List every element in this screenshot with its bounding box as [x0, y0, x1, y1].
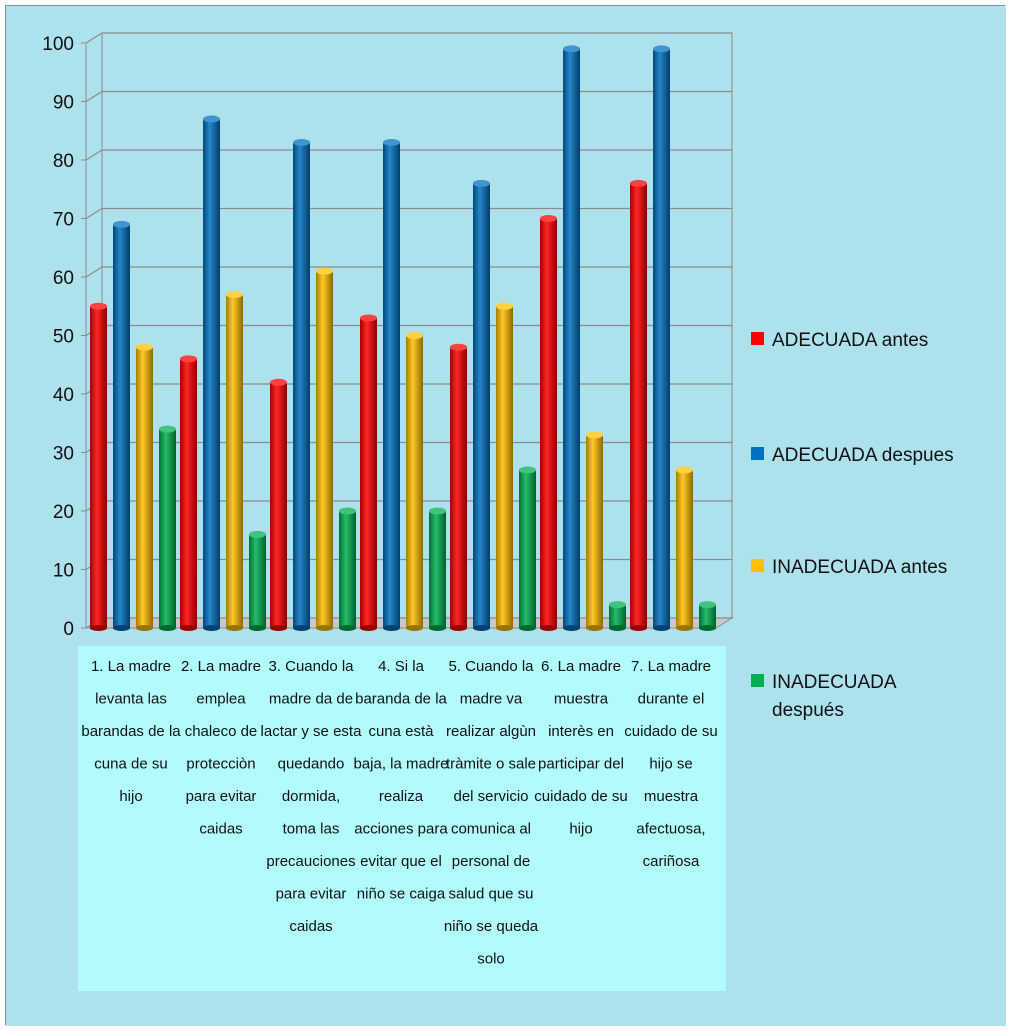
bar [136, 343, 153, 631]
bar [90, 302, 107, 631]
x-tick-label: 3. Cuando la madre da de lactar y se esta q… [261, 658, 363, 935]
bar [496, 302, 513, 631]
y-tick-label: 100 [42, 34, 74, 55]
y-tick-label: 80 [53, 151, 74, 172]
bar [676, 466, 693, 631]
x-axis: 1. La madre levanta las barandas de la cuna… [81, 658, 717, 968]
legend-entry: ADECUADA despues [751, 445, 954, 466]
category-label-background [78, 646, 726, 991]
legend-swatch [751, 332, 764, 345]
y-tick-label: 40 [53, 385, 74, 406]
category-label-area [78, 646, 726, 991]
legend-swatch [751, 447, 764, 460]
x-tick-label: 6. La madre muestra interès en participar d… [534, 658, 627, 838]
bar [653, 45, 670, 631]
bar [270, 378, 287, 631]
legend-swatch [751, 674, 764, 687]
gridline [85, 266, 732, 278]
bar [293, 138, 310, 631]
legend: ADECUADA antes ADECUADA despues INADECUADA… [751, 330, 954, 721]
bars [90, 45, 716, 631]
bar [406, 332, 423, 631]
bar [630, 179, 647, 631]
x-tick-label: 1. La madre levanta las barandas de la cuna… [81, 658, 181, 805]
legend-entry: INADECUADA antes [751, 557, 947, 578]
y-axis: 0 10 20 30 40 50 60 70 80 90 100 [42, 34, 86, 640]
legend-label: INADECUADA antes [772, 557, 947, 578]
x-tick-label: 7. La madre durante el cuidado de su hijo s… [624, 658, 717, 870]
y-tick-label: 90 [53, 93, 74, 114]
legend-swatch [751, 559, 764, 572]
bar [473, 179, 490, 631]
bar-chart: 0 10 20 30 40 50 60 70 80 90 100 1. La madre levant… [6, 6, 1006, 1026]
bar [540, 215, 557, 631]
bar [360, 314, 377, 631]
bar [519, 466, 536, 631]
x-tick-label: 2. La madre emplea chaleco de protecciòn par… [181, 658, 261, 838]
gridline [85, 32, 732, 44]
gridline [85, 207, 732, 220]
legend-label: INADECUADA después [772, 672, 897, 721]
bar [429, 507, 446, 631]
y-tick-label: 20 [53, 502, 74, 523]
bar [203, 115, 220, 631]
legend-entry: INADECUADA después [751, 672, 897, 721]
y-tick-label: 30 [53, 444, 74, 465]
legend-label: ADECUADA antes [772, 330, 928, 351]
bar [249, 530, 266, 631]
y-tick-label: 50 [53, 327, 74, 348]
gridline [85, 90, 732, 103]
bar [226, 291, 243, 631]
bar [339, 507, 356, 631]
legend-entry: ADECUADA antes [751, 330, 928, 351]
bar [609, 601, 626, 631]
bar [450, 343, 467, 631]
bar [180, 355, 197, 631]
y-tick-label: 10 [53, 561, 74, 582]
chart-frame: 0 10 20 30 40 50 60 70 80 90 100 1. La madre levant… [5, 5, 1006, 1026]
y-tick-label: 60 [53, 268, 74, 289]
y-tick-label: 70 [53, 210, 74, 231]
bar [586, 431, 603, 631]
bar [159, 425, 176, 631]
bar [699, 601, 716, 631]
bar [316, 267, 333, 631]
y-tick-label: 0 [63, 619, 74, 640]
x-tick-label: 4. Si la baranda de la cuna està baja, la m… [353, 658, 448, 903]
bar [563, 45, 580, 631]
legend-label: ADECUADA despues [772, 445, 954, 466]
bar [383, 138, 400, 631]
gridline [85, 149, 732, 161]
bar [113, 220, 130, 631]
x-tick-label: 5. Cuando la madre va realizar algùn tràmit… [444, 658, 539, 968]
